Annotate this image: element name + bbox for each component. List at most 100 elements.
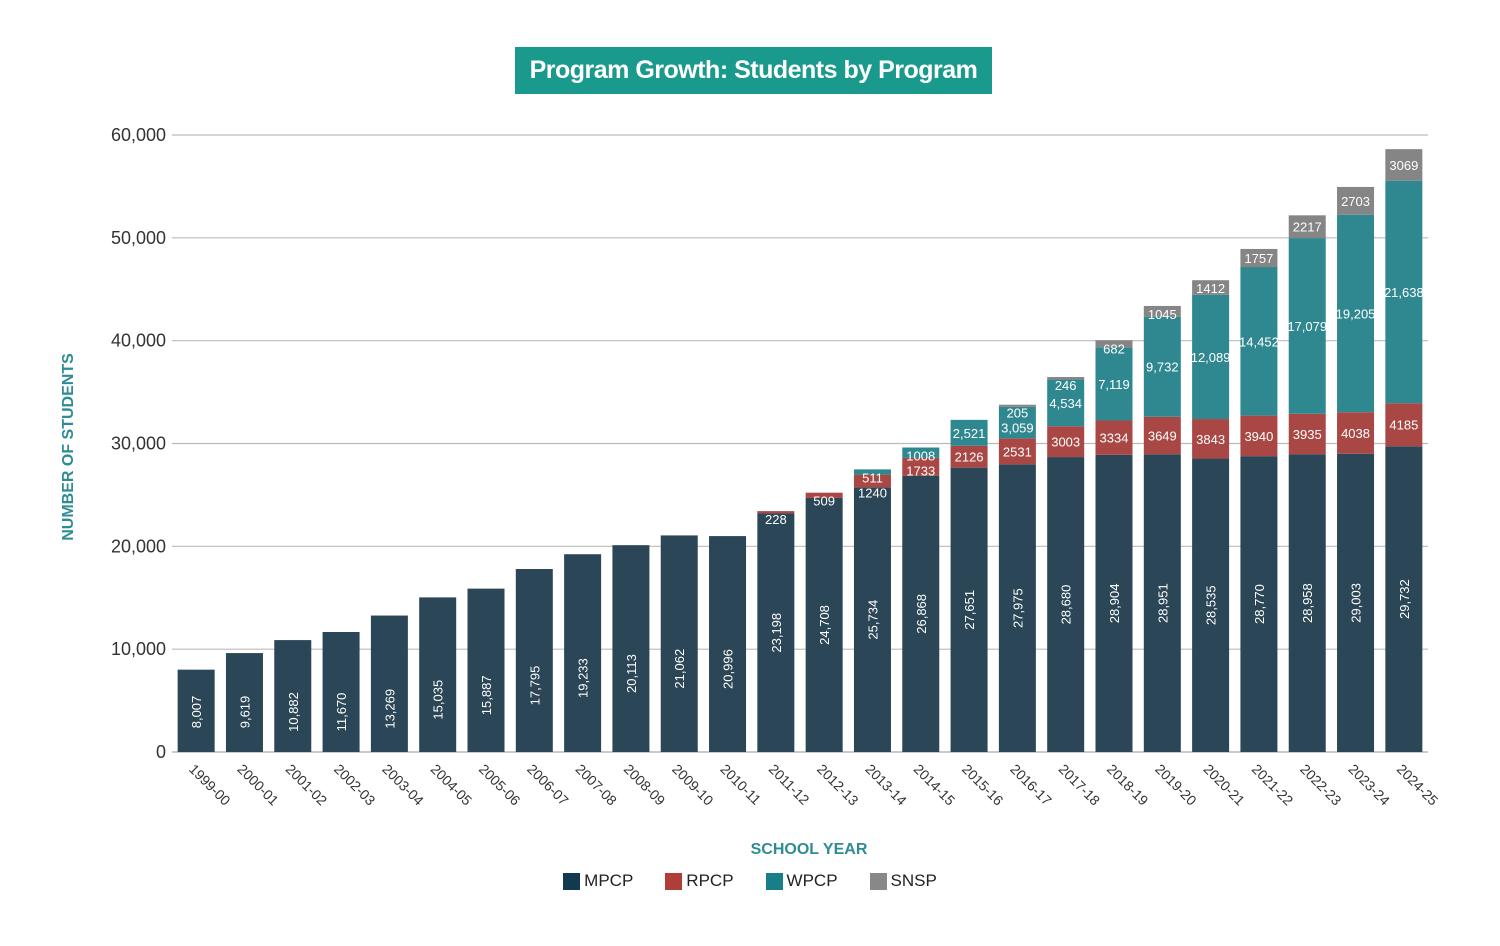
data-label-mpcp: 27,975 — [1010, 588, 1025, 628]
bar-mpcp — [998, 464, 1036, 752]
legend-label: WPCP — [786, 871, 838, 890]
data-label-mpcp: 8,007 — [189, 696, 204, 729]
data-label-mpcp: 15,035 — [431, 680, 446, 720]
bar-mpcp — [1095, 454, 1133, 752]
bar-rpcp — [1095, 420, 1133, 455]
data-label-mpcp: 19,233 — [576, 658, 591, 698]
bar-rpcp — [1385, 403, 1423, 447]
bar-mpcp — [274, 640, 312, 752]
x-tick-label: 2001-02 — [283, 761, 331, 809]
data-label-wpcp: 12,089 — [1191, 350, 1231, 365]
data-label-snsp: 682 — [1103, 341, 1125, 356]
bar-rpcp — [1288, 413, 1326, 455]
data-label-wpcp: 14,452 — [1239, 334, 1279, 349]
data-label-rpcp: 3935 — [1293, 427, 1322, 442]
x-tick-label: 2021-22 — [1249, 761, 1297, 809]
data-label-wpcp: 21,638 — [1384, 285, 1424, 300]
data-label-snsp: 205 — [1007, 406, 1029, 421]
data-label-rpcp: 3003 — [1051, 435, 1080, 450]
x-tick-label: 2016-17 — [1007, 761, 1055, 809]
x-tick-label: 2008-09 — [621, 761, 669, 809]
x-axis-label: SCHOOL YEAR — [750, 841, 868, 858]
bar-snsp — [1337, 186, 1375, 215]
bar-mpcp — [757, 513, 795, 752]
data-label-wpcp: 2,521 — [953, 426, 986, 441]
bar-mpcp — [1337, 453, 1375, 752]
bar-wpcp — [950, 419, 988, 446]
chart-title: Program Growth: Students by Program — [515, 47, 992, 94]
bar-wpcp — [1288, 238, 1326, 414]
y-axis-label: NUMBER OF STUDENTS — [60, 353, 77, 541]
data-label-rpcp: 228 — [765, 512, 787, 527]
bar-wpcp — [1143, 316, 1181, 417]
bar-wpcp — [1240, 267, 1278, 416]
legend-swatch — [869, 872, 887, 890]
legend-label: RPCP — [686, 871, 734, 890]
x-tick-label: 1999-00 — [186, 761, 234, 809]
data-label-mpcp: 28,535 — [1204, 585, 1219, 625]
data-label-wpcp: 3,059 — [1001, 421, 1034, 436]
data-label-rpcp: 2531 — [1003, 444, 1032, 459]
x-tick-label: 2011-12 — [766, 761, 813, 808]
bar-rpcp — [805, 492, 843, 498]
bar-mpcp — [709, 536, 747, 752]
data-label-rpcp: 3649 — [1148, 429, 1177, 444]
x-tick-label: 2012-13 — [814, 761, 862, 809]
legend-swatch — [563, 872, 581, 890]
data-label-snsp: 1412 — [1196, 281, 1225, 296]
data-label-rpcp: 2126 — [955, 450, 984, 465]
bar-snsp — [1143, 305, 1181, 317]
y-tick-label: 10,000 — [111, 639, 166, 659]
bar-mpcp — [370, 615, 408, 752]
data-label-snsp: 246 — [1055, 378, 1077, 393]
bar-rpcp — [950, 445, 988, 468]
data-label-mpcp: 11,670 — [334, 693, 349, 732]
data-label-wpcp: 9,732 — [1146, 360, 1179, 375]
bar-snsp — [1288, 215, 1326, 239]
bar-mpcp — [805, 497, 843, 752]
legend-item-mpcp: MPCP — [563, 871, 633, 891]
x-tick-label: 2019-20 — [1152, 761, 1200, 809]
data-label-rpcp: 4185 — [1389, 418, 1418, 433]
bar-rpcp — [1192, 419, 1230, 459]
bar-mpcp — [177, 669, 215, 752]
bar-mpcp — [322, 631, 360, 752]
legend-item-wpcp: WPCP — [765, 871, 838, 891]
bar-rpcp — [853, 474, 891, 488]
bar-snsp — [1385, 149, 1423, 181]
data-label-snsp: 1757 — [1244, 251, 1273, 266]
bar-snsp — [1192, 280, 1230, 295]
x-tick-label: 2014-15 — [911, 761, 959, 809]
x-tick-label: 2000-01 — [234, 761, 282, 809]
data-label-mpcp: 25,734 — [865, 600, 880, 640]
y-tick-label: 50,000 — [111, 228, 166, 248]
data-label-mpcp: 28,770 — [1252, 584, 1267, 624]
legend-item-snsp: SNSP — [869, 871, 937, 891]
bar-mpcp — [1192, 458, 1230, 752]
bar-wpcp — [998, 406, 1036, 439]
data-label-wpcp: 511 — [862, 470, 883, 485]
bar-rpcp — [902, 457, 940, 476]
bar-snsp — [998, 404, 1036, 407]
bar-mpcp — [612, 545, 650, 752]
bar-wpcp — [1047, 379, 1085, 427]
data-label-mpcp: 29,003 — [1349, 583, 1364, 623]
x-tick-label: 2005-06 — [476, 761, 524, 809]
bar-mpcp — [1385, 446, 1423, 752]
bar-snsp — [1240, 248, 1278, 268]
data-label-wpcp: 7,119 — [1098, 377, 1130, 392]
bar-mpcp — [1143, 454, 1181, 752]
data-label-mpcp: 28,958 — [1300, 583, 1315, 623]
bar-snsp — [1047, 377, 1085, 380]
data-label-mpcp: 28,680 — [1059, 585, 1074, 625]
x-tick-label: 2004-05 — [428, 761, 476, 809]
data-label-rpcp: 509 — [813, 494, 835, 509]
x-tick-label: 2023-24 — [1345, 761, 1393, 809]
data-label-mpcp: 27,651 — [962, 590, 977, 630]
x-tick-label: 2013-14 — [862, 761, 910, 809]
data-label-wpcp: 1008 — [906, 449, 935, 464]
bar-mpcp — [902, 475, 940, 752]
bar-mpcp — [564, 554, 602, 752]
bar-mpcp — [853, 487, 891, 752]
